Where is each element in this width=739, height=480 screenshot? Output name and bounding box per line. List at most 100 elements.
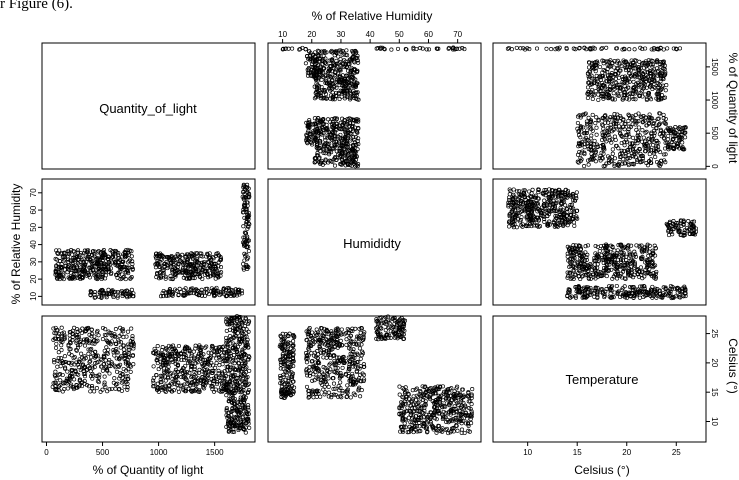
point <box>615 162 620 167</box>
point <box>638 151 643 156</box>
point <box>627 47 632 52</box>
point <box>514 45 519 50</box>
point <box>643 92 648 97</box>
point <box>665 46 670 51</box>
point <box>637 59 642 64</box>
point <box>330 97 335 102</box>
point <box>544 46 549 51</box>
cluster-light_vs_humidity-0 <box>53 247 135 282</box>
point <box>332 73 337 78</box>
point <box>88 359 93 364</box>
point <box>612 248 617 253</box>
point <box>612 59 617 64</box>
point <box>600 123 606 128</box>
point <box>575 152 581 157</box>
point <box>610 115 616 120</box>
point <box>313 91 318 96</box>
point <box>634 127 639 132</box>
point <box>424 47 429 52</box>
point <box>625 80 630 85</box>
point <box>346 62 351 67</box>
point <box>348 136 353 141</box>
point <box>352 153 357 158</box>
point <box>343 59 348 64</box>
point <box>322 160 327 165</box>
point <box>628 116 633 121</box>
point <box>650 121 655 127</box>
point <box>320 58 325 63</box>
point <box>313 156 318 161</box>
point <box>622 92 627 97</box>
point <box>654 145 659 150</box>
point <box>609 137 614 142</box>
point <box>585 141 590 146</box>
point <box>611 122 616 127</box>
point <box>309 122 314 127</box>
point <box>590 112 595 117</box>
cluster-humidity_vs_light-0 <box>312 115 361 169</box>
point <box>637 67 642 73</box>
point <box>227 333 233 339</box>
point <box>596 97 601 102</box>
point <box>615 93 620 98</box>
point <box>418 46 423 51</box>
point <box>353 157 358 163</box>
point <box>612 112 617 117</box>
point <box>603 89 608 94</box>
point <box>671 134 676 139</box>
point <box>656 122 661 127</box>
point <box>586 60 592 65</box>
point <box>351 148 356 153</box>
point <box>451 45 456 50</box>
point <box>644 123 649 128</box>
point <box>615 91 620 96</box>
point <box>334 121 339 126</box>
point <box>582 150 587 155</box>
point <box>339 76 344 81</box>
point <box>320 124 325 129</box>
point <box>636 70 641 75</box>
point <box>634 120 639 125</box>
point <box>633 97 638 102</box>
point <box>330 159 335 164</box>
point <box>668 130 673 135</box>
point <box>378 46 383 51</box>
point <box>643 79 648 84</box>
point <box>342 127 347 132</box>
point <box>312 84 317 89</box>
point <box>677 46 683 51</box>
point <box>604 139 609 144</box>
point <box>403 47 408 52</box>
point <box>659 71 664 76</box>
panels <box>41 42 707 443</box>
point <box>306 124 311 129</box>
point <box>314 145 319 150</box>
point <box>618 131 623 136</box>
point <box>654 126 659 131</box>
point <box>351 67 356 72</box>
point <box>608 115 613 120</box>
point <box>586 115 591 120</box>
point <box>345 120 350 125</box>
point <box>608 125 613 130</box>
point <box>590 128 595 133</box>
point <box>323 137 328 143</box>
point <box>354 70 359 75</box>
point <box>356 136 361 141</box>
point <box>626 147 631 152</box>
point <box>207 380 212 385</box>
point <box>643 46 648 51</box>
point <box>622 83 627 89</box>
point <box>675 141 680 146</box>
point <box>454 46 459 51</box>
point <box>642 142 647 147</box>
cluster-humidity_vs_light-1 <box>312 48 361 102</box>
point <box>647 77 652 82</box>
point <box>650 143 656 148</box>
point <box>664 83 669 88</box>
point <box>623 60 628 65</box>
point <box>88 355 94 360</box>
point <box>355 53 360 58</box>
point <box>318 54 323 59</box>
point <box>316 74 322 80</box>
